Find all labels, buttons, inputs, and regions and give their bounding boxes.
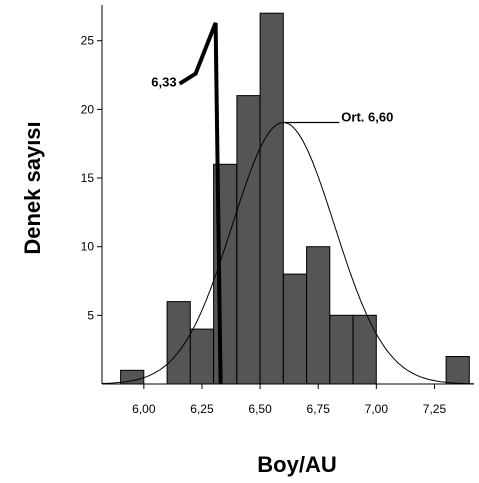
cutoff-label: 6,33 bbox=[151, 75, 176, 90]
x-axis-title: Boy/AU bbox=[257, 452, 336, 477]
mean-label: Ort. 6,60 bbox=[341, 110, 393, 125]
y-tick-label: 25 bbox=[81, 34, 95, 48]
histogram-bar bbox=[236, 95, 261, 385]
x-tick-label: 6,00 bbox=[132, 402, 156, 416]
y-axis-title: Denek sayısı bbox=[20, 121, 45, 254]
histogram-bar bbox=[259, 12, 284, 385]
y-tick-label: 20 bbox=[81, 102, 95, 116]
x-tick-label: 6,75 bbox=[307, 402, 331, 416]
x-tick-label: 7,00 bbox=[365, 402, 389, 416]
histogram-bar bbox=[352, 314, 377, 385]
x-tick-label: 6,50 bbox=[248, 402, 272, 416]
histogram-bar bbox=[282, 273, 308, 385]
y-tick-label: 15 bbox=[81, 171, 95, 185]
histogram-bar bbox=[306, 246, 331, 385]
y-tick-label: 5 bbox=[87, 308, 94, 322]
cutoff-line bbox=[178, 22, 223, 385]
y-tick-label: 10 bbox=[81, 240, 95, 254]
histogram-bar bbox=[445, 356, 470, 385]
x-axis-ticks: 6,00 6,25 6,50 6,75 7,00 7,25 bbox=[132, 384, 446, 416]
normal-distribution-curve bbox=[101, 122, 474, 385]
y-axis-ticks: 5 10 15 20 25 bbox=[81, 34, 102, 322]
x-tick-label: 7,25 bbox=[423, 402, 447, 416]
histogram-bars bbox=[120, 12, 470, 385]
histogram-bar bbox=[329, 314, 354, 385]
histogram-bar bbox=[166, 301, 191, 385]
histogram-bar bbox=[189, 328, 215, 385]
x-tick-label: 6,25 bbox=[190, 402, 214, 416]
